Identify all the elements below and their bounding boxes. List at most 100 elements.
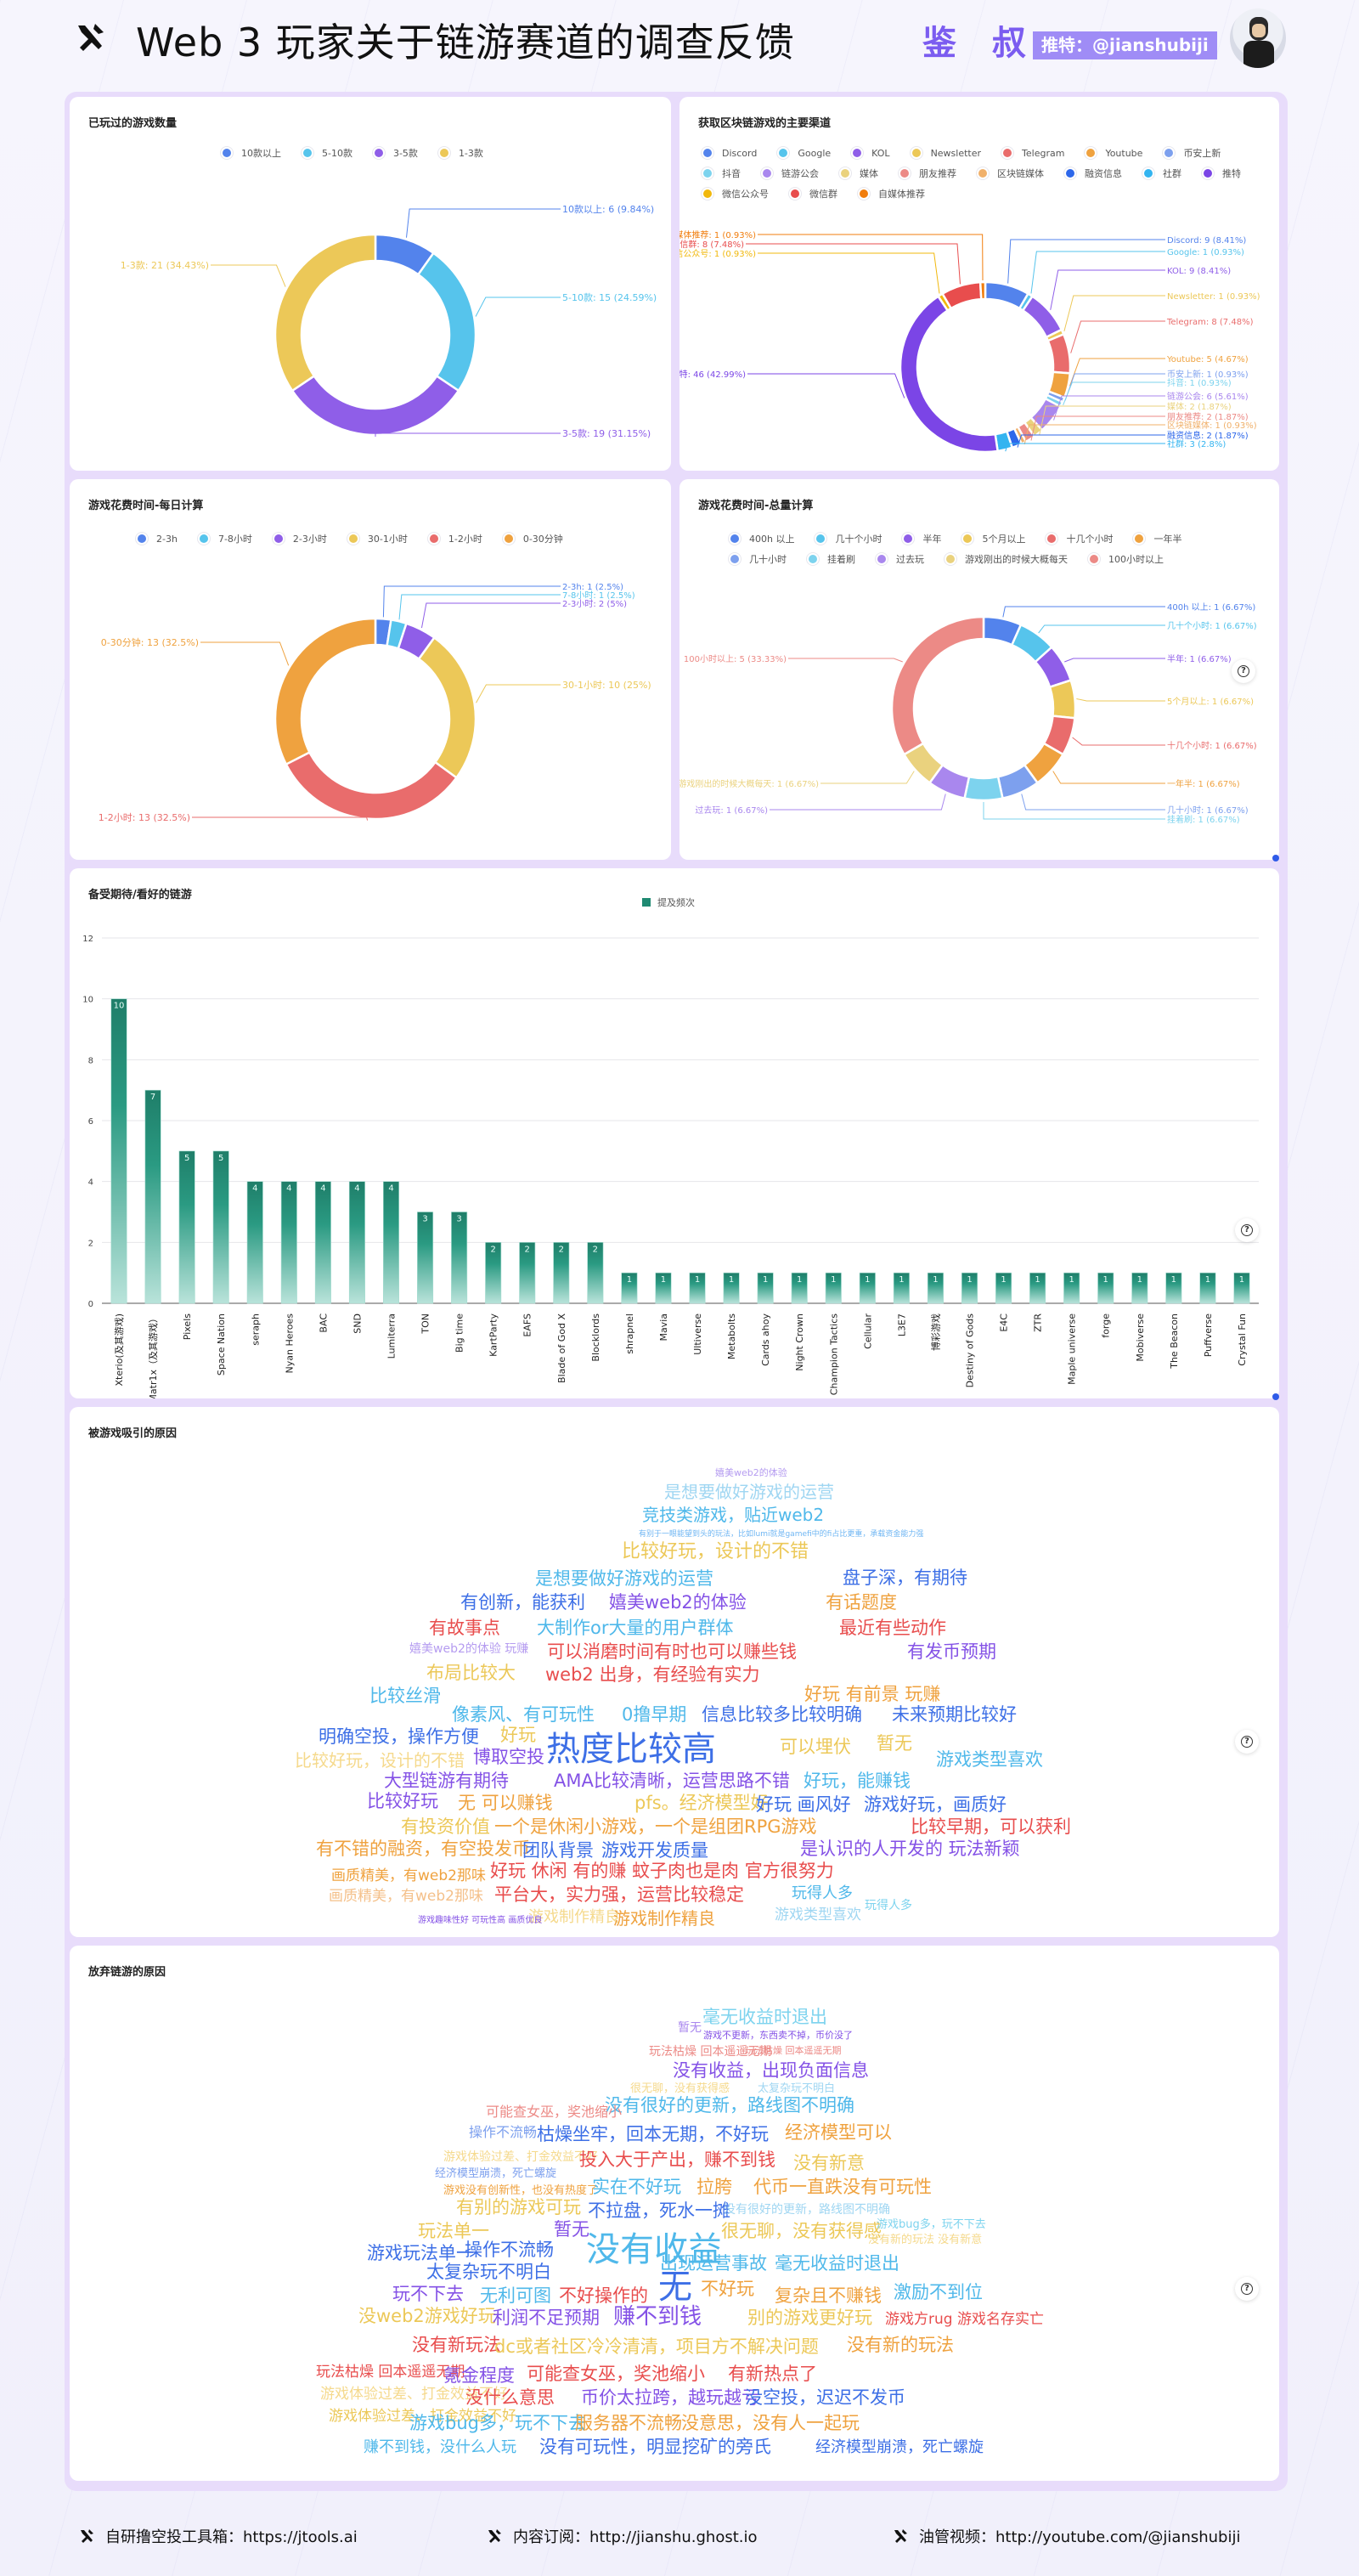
help-button[interactable]: ?	[1235, 1218, 1259, 1242]
legend-item[interactable]: 币安上新	[1164, 143, 1221, 163]
legend-item[interactable]: 几十个小时	[816, 528, 882, 549]
bar[interactable]	[1097, 1272, 1114, 1304]
legend-item[interactable]: 1-2小时	[429, 528, 482, 549]
bar[interactable]	[1131, 1272, 1148, 1304]
legend-marker-icon	[730, 555, 739, 563]
label-leader-line	[405, 208, 561, 238]
bar[interactable]	[587, 1242, 604, 1304]
legend-item[interactable]: KOL	[853, 143, 890, 163]
bar[interactable]	[825, 1272, 842, 1304]
legend-item[interactable]: Discord	[703, 143, 757, 163]
bar[interactable]	[519, 1242, 536, 1304]
legend-item[interactable]: 游戏刚出的时候大概每天	[946, 549, 1068, 569]
legend-item[interactable]: 3-5款	[374, 143, 418, 163]
donut-slice[interactable]	[899, 295, 1000, 454]
bar[interactable]	[1063, 1272, 1080, 1304]
legend-item[interactable]: 100小时以上	[1090, 549, 1164, 569]
bar[interactable]	[791, 1272, 808, 1304]
bar[interactable]	[417, 1212, 434, 1304]
donut-slice[interactable]	[940, 280, 983, 310]
help-button[interactable]: ?	[1232, 659, 1255, 683]
bar[interactable]	[246, 1181, 263, 1304]
donut-slice[interactable]	[417, 636, 477, 780]
legend-item[interactable]: 半年	[904, 528, 941, 549]
donut-slice[interactable]	[963, 775, 1004, 802]
donut-slice[interactable]	[1048, 679, 1077, 720]
legend-item[interactable]: 抖音	[703, 163, 741, 184]
legend-item[interactable]: 10款以上	[223, 143, 281, 163]
bar[interactable]	[995, 1272, 1012, 1304]
legend-item[interactable]: 媒体	[841, 163, 878, 184]
bar[interactable]	[1199, 1272, 1216, 1304]
twitter-handle-badge[interactable]: 推特：@jianshubiji	[1033, 31, 1217, 59]
bar[interactable]	[1233, 1272, 1250, 1304]
donut-slice[interactable]	[416, 251, 477, 393]
footer-link-tools[interactable]: 自研撸空投工具箱：https://jtools.ai	[78, 2525, 358, 2547]
legend-item[interactable]: 十几个小时	[1047, 528, 1113, 549]
legend-item[interactable]: 过去玩	[877, 549, 924, 569]
footer-link-subscribe[interactable]: 内容订阅：http://jianshu.ghost.io	[486, 2525, 758, 2547]
legend-item[interactable]: 融资信息	[1066, 163, 1122, 184]
help-button[interactable]: ?	[1235, 1730, 1259, 1754]
bar[interactable]	[621, 1272, 638, 1304]
bar[interactable]	[1029, 1272, 1046, 1304]
word-cloud-term: 没空投，迟迟不发币	[745, 2387, 905, 2408]
bar[interactable]	[178, 1150, 195, 1304]
bar[interactable]	[382, 1181, 400, 1304]
legend-item[interactable]: 5个月以上	[963, 528, 1025, 549]
legend-item[interactable]: 区块链媒体	[978, 163, 1044, 184]
legend-item[interactable]: 0-30分钟	[504, 528, 563, 549]
legend-item[interactable]: Telegram	[1003, 143, 1064, 163]
donut-slice[interactable]	[890, 615, 985, 756]
legend-item[interactable]: 1-3款	[439, 143, 483, 163]
bar[interactable]	[348, 1181, 365, 1304]
footer-link-youtube[interactable]: 油管视频：http://youtube.com/@jianshubiji	[892, 2525, 1240, 2547]
donut-slice[interactable]	[273, 233, 377, 393]
legend-item[interactable]: 挂着刷	[809, 549, 855, 569]
legend-item[interactable]: Newsletter	[911, 143, 981, 163]
legend-item[interactable]: 微信公众号	[703, 184, 769, 204]
legend-item[interactable]: 2-3h	[138, 528, 178, 549]
legend-item[interactable]: 一年半	[1135, 528, 1181, 549]
bar[interactable]	[893, 1272, 910, 1304]
donut-slice[interactable]	[290, 374, 460, 437]
donut-slice[interactable]	[273, 617, 377, 766]
legend-item[interactable]: 朋友推荐	[900, 163, 956, 184]
legend-item[interactable]: 400h 以上	[730, 528, 794, 549]
bar[interactable]	[144, 1089, 161, 1304]
legend-item[interactable]: 社群	[1144, 163, 1181, 184]
legend-item[interactable]: 链游公会	[763, 163, 819, 184]
donut-slice[interactable]	[1046, 332, 1072, 375]
legend-item[interactable]: Youtube	[1086, 143, 1142, 163]
bar[interactable]	[757, 1272, 774, 1304]
legend-item[interactable]: 几十小时	[730, 549, 787, 569]
bar[interactable]	[212, 1150, 229, 1304]
legend-item[interactable]: 自媒体推荐	[860, 184, 925, 204]
bar[interactable]	[553, 1242, 570, 1304]
help-button[interactable]: ?	[1235, 2277, 1259, 2301]
bar[interactable]	[110, 998, 127, 1304]
bar[interactable]	[723, 1272, 740, 1304]
donut-slice[interactable]	[285, 750, 459, 821]
donut-slice[interactable]	[1021, 295, 1063, 339]
bar[interactable]	[655, 1272, 672, 1304]
bar[interactable]	[689, 1272, 706, 1304]
legend-item[interactable]: 7-8小时	[199, 528, 252, 549]
bar[interactable]	[859, 1272, 876, 1304]
legend-item[interactable]: 5-10款	[303, 143, 352, 163]
bar[interactable]	[280, 1181, 297, 1304]
resize-handle[interactable]	[1272, 1393, 1279, 1400]
legend-item[interactable]: 2-3小时	[273, 528, 327, 549]
bar[interactable]	[927, 1272, 944, 1304]
legend-item[interactable]: Google	[779, 143, 831, 163]
bar[interactable]	[485, 1242, 502, 1304]
legend-item[interactable]: 推特	[1204, 163, 1241, 184]
bar[interactable]	[451, 1212, 468, 1304]
legend-item[interactable]: 微信群	[791, 184, 837, 204]
bar[interactable]	[314, 1181, 331, 1304]
legend-item[interactable]: 30-1小时	[348, 528, 408, 549]
bar[interactable]	[961, 1272, 978, 1304]
bar[interactable]	[1165, 1272, 1182, 1304]
resize-handle[interactable]	[1272, 855, 1279, 861]
donut-slice[interactable]	[978, 280, 987, 301]
